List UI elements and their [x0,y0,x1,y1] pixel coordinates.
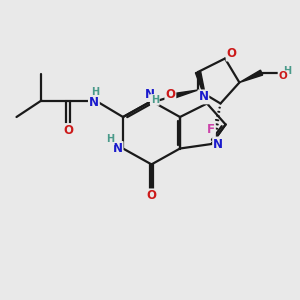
Text: N: N [198,90,208,104]
Polygon shape [173,90,198,98]
Text: O: O [226,47,237,61]
Text: O: O [278,71,287,81]
Polygon shape [239,70,263,82]
Text: H: H [151,95,159,105]
Text: H: H [283,66,291,76]
Text: F: F [207,123,215,136]
Polygon shape [195,71,207,103]
Text: H: H [91,87,100,97]
Text: O: O [146,189,157,203]
Text: N: N [89,96,99,110]
Text: O: O [165,88,176,101]
Text: N: N [112,142,123,155]
Text: H: H [106,134,114,145]
Text: N: N [213,137,223,151]
Text: O: O [63,124,74,137]
Text: N: N [145,88,155,101]
